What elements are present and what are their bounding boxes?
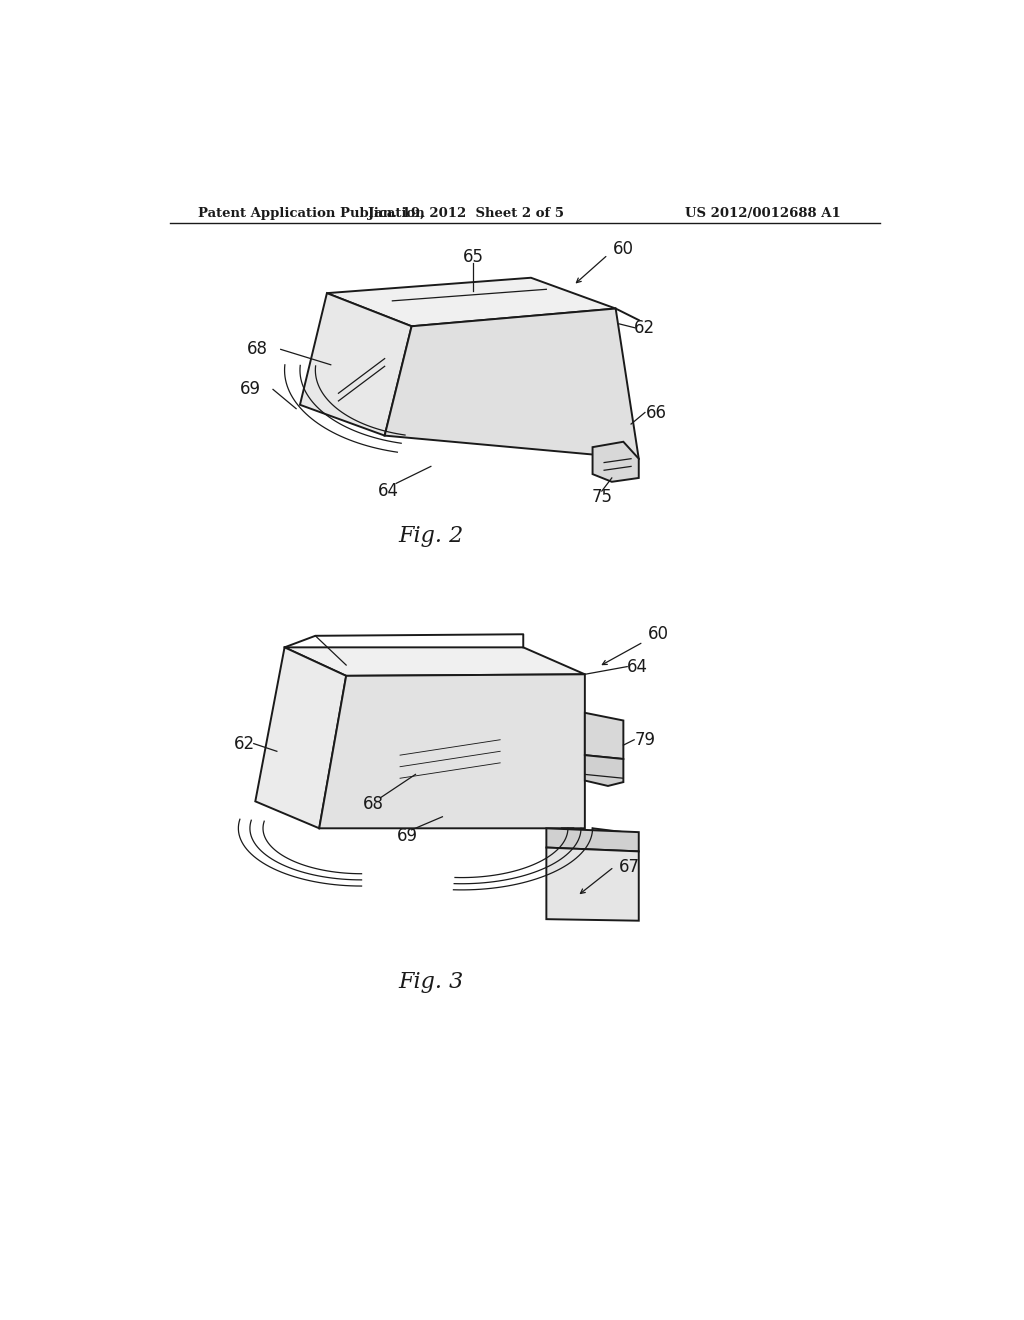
Text: 60: 60	[612, 240, 634, 259]
Polygon shape	[327, 277, 615, 326]
Polygon shape	[547, 847, 639, 921]
Ellipse shape	[343, 341, 377, 404]
Ellipse shape	[406, 705, 495, 813]
Ellipse shape	[558, 362, 589, 433]
Text: 75: 75	[591, 488, 612, 506]
Polygon shape	[554, 829, 578, 913]
Polygon shape	[300, 293, 412, 436]
Text: 67: 67	[620, 858, 640, 875]
Ellipse shape	[287, 702, 313, 777]
Text: Jan. 19, 2012  Sheet 2 of 5: Jan. 19, 2012 Sheet 2 of 5	[368, 207, 563, 220]
Polygon shape	[255, 647, 346, 829]
Text: 68: 68	[247, 341, 268, 358]
Ellipse shape	[552, 355, 595, 440]
Ellipse shape	[414, 713, 486, 805]
Text: 64: 64	[627, 657, 648, 676]
Ellipse shape	[282, 696, 318, 784]
Text: 60: 60	[647, 626, 669, 643]
Polygon shape	[319, 675, 585, 829]
Text: 65: 65	[463, 248, 483, 265]
Polygon shape	[285, 647, 585, 676]
Ellipse shape	[466, 360, 496, 434]
Text: US 2012/0012688 A1: US 2012/0012688 A1	[685, 207, 841, 220]
Text: 62: 62	[634, 319, 655, 337]
Text: 64: 64	[378, 482, 399, 500]
Text: 69: 69	[240, 380, 260, 399]
Polygon shape	[547, 829, 639, 851]
Ellipse shape	[337, 334, 383, 411]
Text: 66: 66	[646, 404, 667, 421]
Text: 69: 69	[397, 828, 418, 845]
Ellipse shape	[461, 354, 501, 441]
Text: 62: 62	[233, 735, 255, 752]
Text: Fig. 2: Fig. 2	[398, 525, 464, 546]
Polygon shape	[593, 442, 639, 482]
Polygon shape	[385, 309, 639, 459]
Text: 79: 79	[635, 731, 655, 748]
Polygon shape	[585, 713, 624, 759]
Text: Patent Application Publication: Patent Application Publication	[199, 207, 425, 220]
Polygon shape	[585, 755, 624, 785]
Text: Fig. 3: Fig. 3	[398, 972, 464, 993]
Text: 68: 68	[362, 795, 384, 813]
Polygon shape	[591, 829, 628, 917]
